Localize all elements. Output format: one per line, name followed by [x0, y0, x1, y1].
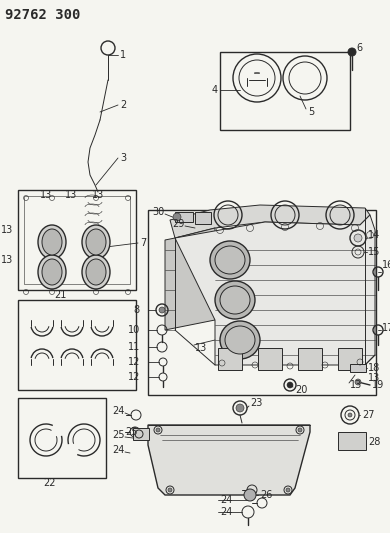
Text: 92762 300: 92762 300: [5, 8, 80, 22]
Text: 25: 25: [112, 430, 125, 440]
Text: 6: 6: [356, 43, 362, 53]
Bar: [133, 428, 149, 440]
Ellipse shape: [86, 259, 106, 285]
Circle shape: [298, 428, 302, 432]
Ellipse shape: [38, 255, 66, 289]
Text: 12: 12: [128, 372, 140, 382]
Text: 16: 16: [382, 260, 390, 270]
Polygon shape: [165, 228, 215, 330]
Text: 1: 1: [120, 50, 126, 60]
Text: 28: 28: [368, 437, 380, 447]
Text: 13: 13: [40, 190, 52, 200]
Text: 29: 29: [173, 219, 185, 229]
Circle shape: [348, 413, 352, 417]
Text: 13: 13: [195, 343, 207, 353]
Text: 24: 24: [220, 495, 232, 505]
Bar: [18, 190, 136, 290]
Ellipse shape: [215, 281, 255, 319]
Polygon shape: [148, 425, 310, 495]
Text: 13: 13: [92, 190, 104, 200]
Bar: [298, 348, 322, 370]
Ellipse shape: [42, 259, 62, 285]
Circle shape: [236, 404, 244, 412]
Text: 13: 13: [350, 380, 362, 390]
Text: 21: 21: [54, 290, 66, 300]
Text: 24: 24: [113, 445, 125, 455]
Text: 15: 15: [368, 247, 380, 257]
Text: 20: 20: [295, 385, 307, 395]
Text: 10: 10: [128, 325, 140, 335]
Text: 11: 11: [128, 342, 140, 352]
Text: 18: 18: [368, 363, 380, 373]
Bar: [175, 212, 193, 222]
Text: 19: 19: [372, 380, 384, 390]
Text: 24: 24: [113, 406, 125, 416]
Text: 22: 22: [44, 478, 56, 488]
Text: 12: 12: [128, 357, 140, 367]
Circle shape: [287, 382, 293, 388]
Ellipse shape: [86, 229, 106, 255]
Circle shape: [173, 213, 181, 221]
Bar: [18, 300, 136, 390]
Ellipse shape: [82, 225, 110, 259]
Text: 24: 24: [220, 507, 232, 517]
Bar: [350, 364, 366, 372]
Text: 17: 17: [382, 323, 390, 333]
Bar: [338, 348, 362, 370]
Bar: [218, 348, 242, 370]
Text: 23: 23: [250, 398, 262, 408]
Text: 13: 13: [368, 373, 380, 383]
Text: 13: 13: [1, 225, 13, 235]
Bar: [18, 398, 106, 478]
Ellipse shape: [38, 225, 66, 259]
Polygon shape: [170, 205, 370, 238]
Circle shape: [348, 48, 356, 56]
Text: 13: 13: [65, 190, 77, 200]
Text: 26: 26: [260, 490, 272, 500]
Bar: [220, 52, 350, 130]
Text: 25: 25: [125, 427, 138, 437]
Text: 30: 30: [153, 207, 165, 217]
Ellipse shape: [215, 246, 245, 274]
Text: 5: 5: [308, 107, 314, 117]
Text: 2: 2: [120, 100, 126, 110]
Ellipse shape: [220, 321, 260, 359]
Bar: [195, 212, 211, 224]
Bar: [24, 196, 130, 284]
Bar: [258, 348, 282, 370]
Text: 7: 7: [140, 238, 146, 248]
Circle shape: [159, 307, 165, 313]
Text: 13: 13: [1, 255, 13, 265]
Text: 27: 27: [362, 410, 374, 420]
Ellipse shape: [225, 326, 255, 354]
Circle shape: [354, 234, 362, 242]
Text: 3: 3: [120, 153, 126, 163]
Text: 4: 4: [212, 85, 218, 95]
Ellipse shape: [42, 229, 62, 255]
Circle shape: [156, 428, 160, 432]
Bar: [148, 210, 376, 395]
Ellipse shape: [82, 255, 110, 289]
Ellipse shape: [220, 286, 250, 314]
Text: 8: 8: [134, 305, 140, 315]
Circle shape: [168, 488, 172, 492]
Ellipse shape: [210, 241, 250, 279]
Polygon shape: [175, 215, 375, 365]
Circle shape: [244, 489, 256, 501]
Circle shape: [355, 379, 361, 385]
Text: 14: 14: [368, 230, 380, 240]
Bar: [338, 432, 366, 450]
Circle shape: [286, 488, 290, 492]
